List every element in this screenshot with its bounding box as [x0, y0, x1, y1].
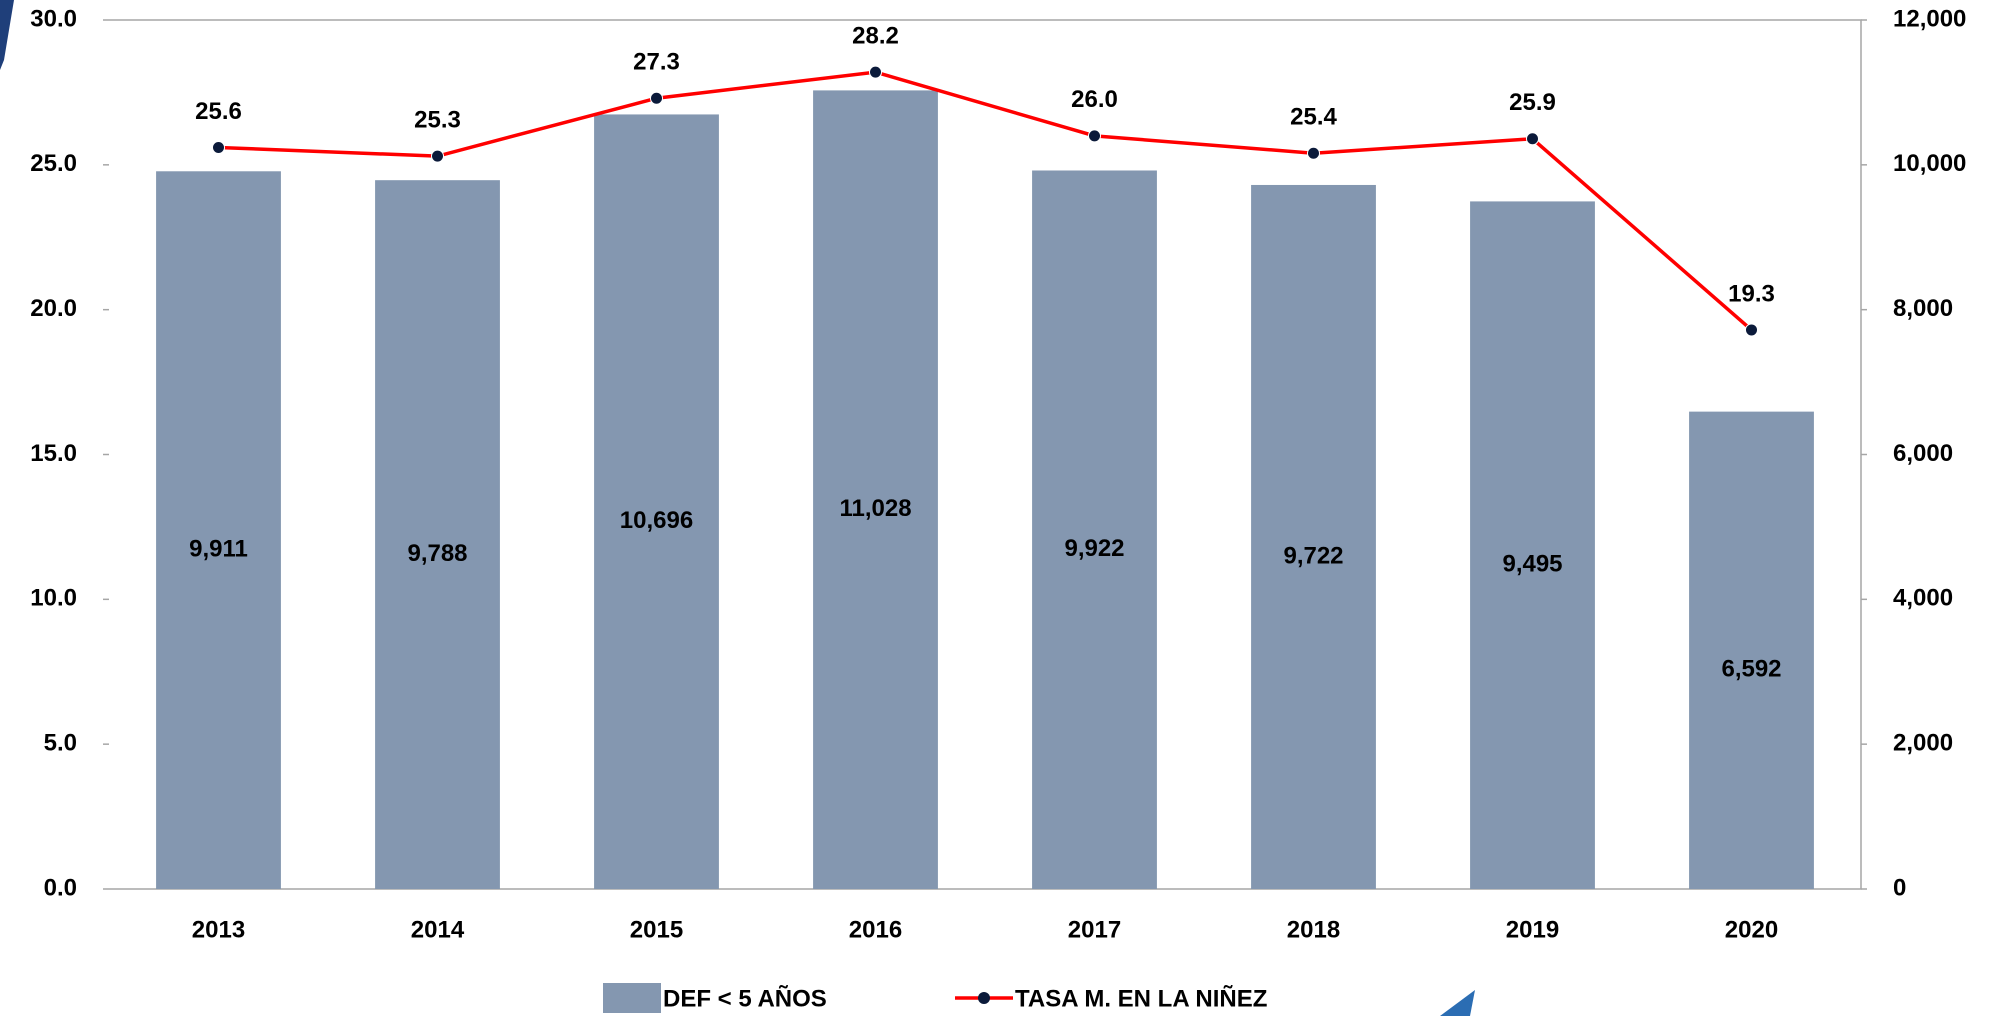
line: [218, 70, 1753, 332]
y2-tick-label: 2,000: [1893, 730, 1953, 757]
line-value-label: 27.3: [633, 49, 680, 76]
x-tick-label: 2019: [1506, 916, 1559, 943]
x-tick-label: 2015: [630, 916, 683, 943]
decoration: [1440, 990, 1475, 1016]
bar: [156, 171, 281, 889]
y-tick-label: 15.0: [30, 440, 77, 467]
bar-value-label: 10,696: [620, 507, 693, 534]
decoration: [0, 0, 14, 70]
y-tick-label: 30.0: [30, 5, 77, 32]
y-tick-label: 25.0: [30, 150, 77, 177]
line-marker: [650, 91, 663, 105]
y2-tick-label: 0: [1893, 874, 1906, 901]
line-value-label: 28.2: [852, 22, 899, 49]
plot-frame: [109, 19, 1862, 890]
y-tick-label: 0.0: [44, 874, 77, 901]
bar-value-label: 11,028: [839, 495, 911, 522]
line-marker: [1526, 132, 1539, 146]
line-marker: [1088, 129, 1101, 143]
bar: [594, 114, 719, 889]
bar: [1251, 184, 1376, 890]
x-tick-label: 2014: [411, 916, 465, 943]
y-tick-label: 20.0: [30, 295, 77, 322]
legend-label: TASA M. EN LA NIÑEZ: [1015, 984, 1267, 1012]
x-tick-label: 2013: [192, 916, 245, 943]
bar-value-label: 9,722: [1283, 542, 1343, 569]
bar: [813, 90, 938, 890]
bar: [1470, 201, 1595, 889]
y2-tick-label: 12,000: [1893, 5, 1966, 32]
line-marker: [212, 140, 225, 154]
x-tick-label: 2020: [1725, 916, 1778, 943]
line-value-label: 26.0: [1071, 86, 1118, 113]
line-value-label: 25.4: [1290, 104, 1337, 131]
y-tick-label: 5.0: [44, 730, 77, 757]
bar-value-label: 9,495: [1502, 551, 1562, 578]
x-tick-label: 2016: [849, 916, 902, 943]
y2-tick-label: 10,000: [1893, 150, 1966, 177]
bar-value-label: 6,592: [1721, 656, 1781, 683]
legend-swatch: [603, 983, 661, 1013]
y2-tick-label: 6,000: [1893, 440, 1953, 467]
line-value-label: 25.6: [195, 98, 242, 125]
bar-value-label: 9,788: [407, 540, 467, 567]
bar-value-label: 9,922: [1064, 535, 1124, 562]
line-marker: [869, 65, 882, 79]
bar-value-label: 9,911: [189, 535, 248, 562]
legend-swatch: [978, 992, 990, 1004]
bar: [375, 180, 500, 889]
line-marker: [1307, 146, 1320, 160]
y2-tick-label: 8,000: [1893, 295, 1953, 322]
bar: [1032, 170, 1157, 890]
y2-tick-label: 4,000: [1893, 585, 1953, 612]
line-marker: [431, 149, 444, 163]
line-marker: [1745, 323, 1758, 337]
legend-label: DEF < 5 AÑOS: [663, 984, 827, 1012]
y-tick-label: 10.0: [30, 585, 77, 612]
x-tick-label: 2018: [1287, 916, 1340, 943]
line-value-label: 25.3: [414, 106, 461, 133]
line-value-label: 25.9: [1509, 89, 1556, 116]
bar: [1689, 411, 1814, 889]
line-value-label: 19.3: [1728, 280, 1775, 307]
x-tick-label: 2017: [1068, 916, 1121, 943]
